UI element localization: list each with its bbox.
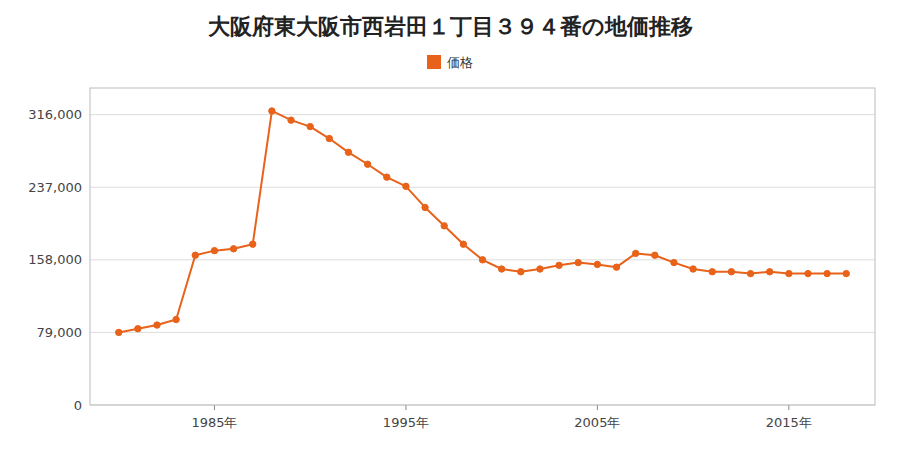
point — [422, 204, 428, 210]
point — [652, 252, 658, 258]
x-tick-label: 1985年 — [191, 415, 237, 430]
point — [747, 270, 753, 276]
point — [498, 266, 504, 272]
legend: 価格 — [427, 55, 473, 70]
point — [786, 270, 792, 276]
x-tick — [214, 405, 215, 410]
y-tick-label: 0 — [74, 398, 82, 413]
x-tick — [405, 405, 406, 410]
point — [728, 269, 734, 275]
legend-swatch — [427, 55, 441, 69]
chart: 大阪府東大阪市西岩田１丁目３９４番の地価推移 0 79,000 158,000 237,… — [0, 0, 900, 450]
grid-line — [90, 114, 875, 115]
x-tick — [597, 405, 598, 410]
point — [556, 262, 562, 268]
y-tick-label: 158,000 — [28, 252, 82, 267]
point — [537, 266, 543, 272]
x-tick-label: 2015年 — [766, 415, 812, 430]
point — [403, 183, 409, 189]
point — [709, 269, 715, 275]
point — [479, 257, 485, 263]
point — [460, 241, 466, 247]
grid-line — [90, 187, 875, 188]
point — [364, 161, 370, 167]
point — [384, 174, 390, 180]
point — [250, 241, 256, 247]
point — [345, 149, 351, 155]
point — [269, 108, 275, 114]
point — [690, 266, 696, 272]
point — [824, 270, 830, 276]
point — [288, 117, 294, 123]
y-tick-label: 79,000 — [37, 325, 83, 340]
point — [116, 329, 122, 335]
point — [173, 316, 179, 322]
point — [575, 259, 581, 265]
plot-frame — [90, 88, 875, 405]
point — [843, 270, 849, 276]
point — [326, 135, 332, 141]
line — [119, 111, 847, 332]
point — [766, 269, 772, 275]
legend-label: 価格 — [447, 55, 473, 70]
point — [441, 223, 447, 229]
x-tick — [788, 405, 789, 410]
grid-line — [90, 332, 875, 333]
point — [805, 270, 811, 276]
y-tick-label: 316,000 — [28, 107, 82, 122]
x-tick-label: 1995年 — [383, 415, 429, 430]
point — [135, 326, 141, 332]
point — [307, 123, 313, 129]
point — [230, 246, 236, 252]
title: 大阪府東大阪市西岩田１丁目３９４番の地価推移 — [208, 14, 693, 39]
point — [211, 247, 217, 253]
data-group — [116, 108, 850, 336]
point — [632, 250, 638, 256]
point — [192, 252, 198, 258]
point — [671, 259, 677, 265]
point — [613, 264, 619, 270]
y-tick-label: 237,000 — [28, 180, 82, 195]
point — [154, 322, 160, 328]
point — [518, 269, 524, 275]
x-tick-label: 2005年 — [574, 415, 620, 430]
point — [594, 261, 600, 267]
